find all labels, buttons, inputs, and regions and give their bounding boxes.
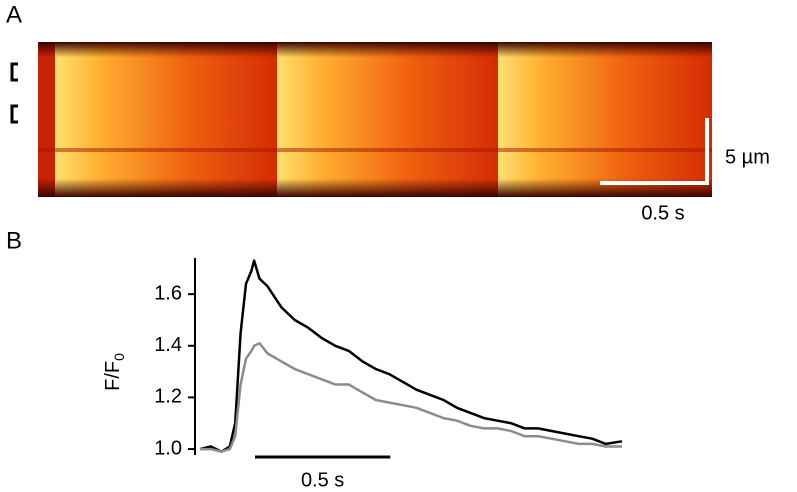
y-tick-label: 1.6 xyxy=(154,282,182,304)
trace xyxy=(200,341,622,453)
trace xyxy=(199,259,623,453)
panel-label: A xyxy=(6,1,22,28)
y-axis-label: F/F0 xyxy=(102,353,126,391)
x-scale-label: 0.5 s xyxy=(301,469,344,491)
panel-label: B xyxy=(6,227,22,254)
roi-brackets xyxy=(10,62,18,124)
y-axis-label-text: F/F xyxy=(102,361,124,391)
y-tick-label: 1.0 xyxy=(154,437,182,459)
scale-label: 0.5 s xyxy=(641,202,684,224)
scale-label: 5 µm xyxy=(725,146,770,168)
y-tick-label: 1.2 xyxy=(154,386,182,408)
line-scan-image xyxy=(38,42,712,197)
y-axis-label-subscript: 0 xyxy=(111,353,127,361)
y-tick-label: 1.4 xyxy=(154,334,182,356)
image-scale-bar xyxy=(600,118,709,185)
